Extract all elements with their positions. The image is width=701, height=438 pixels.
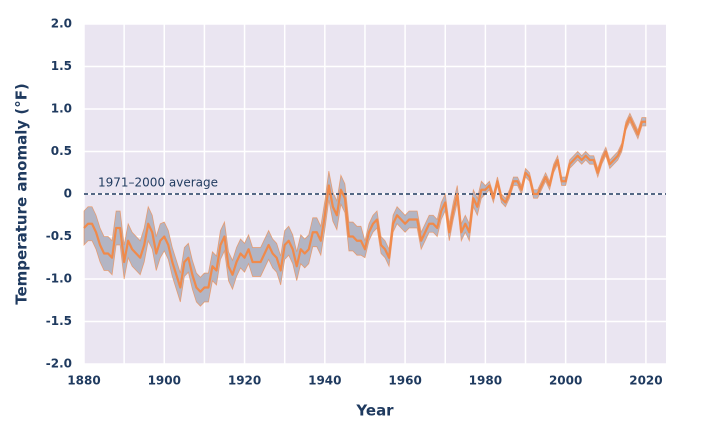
y-tick-label: -0.5 [46, 229, 72, 243]
y-tick-label: -1.0 [46, 272, 72, 286]
uncertainty-band [83, 112, 647, 307]
y-tick-label: 0 [64, 187, 72, 201]
x-axis-label: Year [355, 402, 394, 420]
y-tick-label: 1.5 [51, 59, 72, 73]
y-tick-label: 0.5 [51, 144, 72, 158]
x-tick-label: 1980 [469, 374, 502, 388]
x-tick-label: 2000 [549, 374, 582, 388]
y-tick-label: 1.0 [51, 102, 72, 116]
x-tick-label: 1960 [388, 374, 421, 388]
y-tick-label: -2.0 [46, 357, 72, 371]
y-tick-label: 2.0 [51, 17, 72, 31]
x-tick-label: 1920 [228, 374, 261, 388]
x-tick-label: 1880 [67, 374, 100, 388]
x-tick-label: 1940 [308, 374, 341, 388]
line [83, 116, 646, 293]
y-tick-label: -1.5 [46, 314, 72, 328]
x-tick-label: 1900 [148, 374, 181, 388]
y-axis-label: Temperature anomaly (°F) [13, 83, 31, 305]
x-tick-label: 2020 [629, 374, 662, 388]
reference-label: 1971–2000 average [98, 176, 218, 190]
